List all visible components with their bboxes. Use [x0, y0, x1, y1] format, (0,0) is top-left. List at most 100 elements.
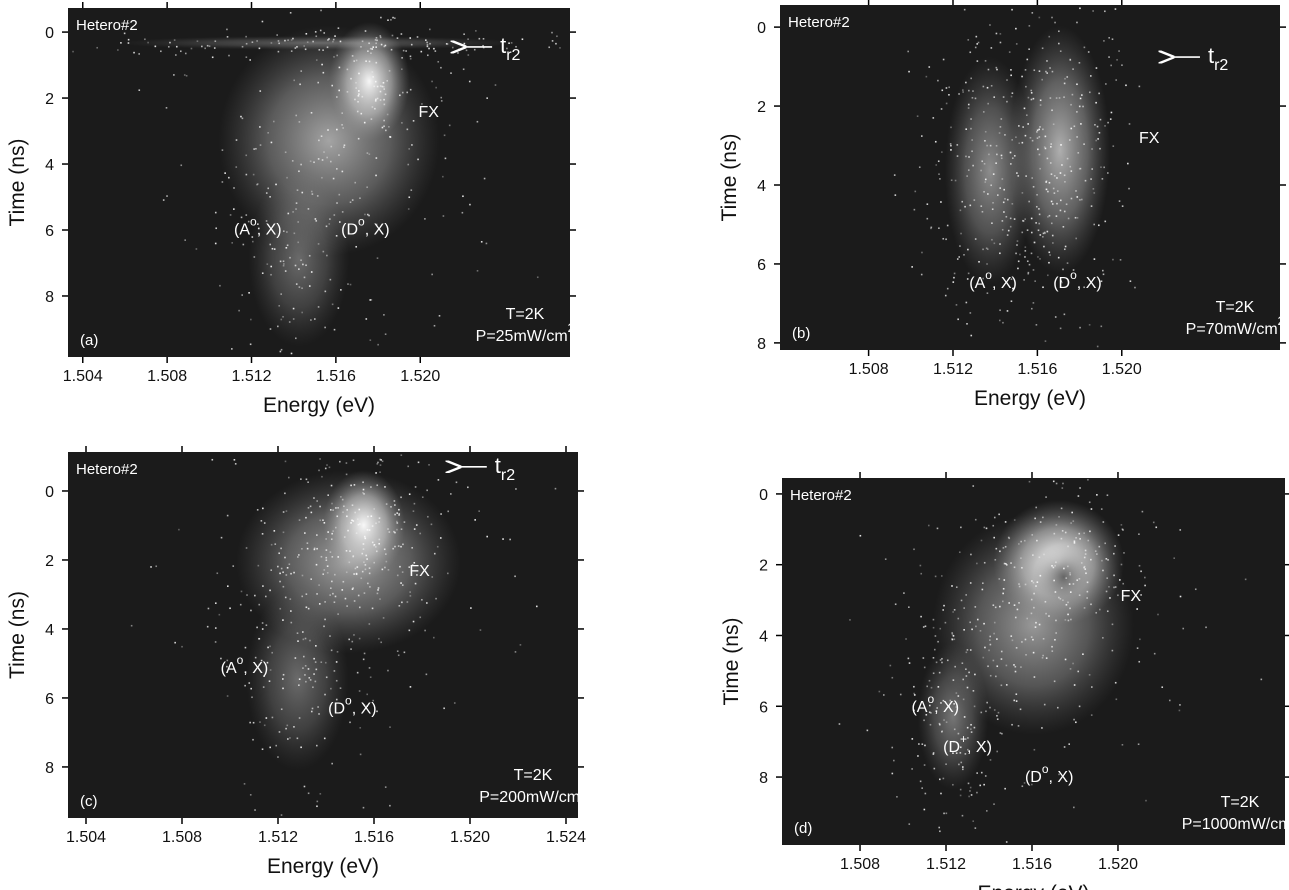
noise-dot	[338, 154, 340, 156]
noise-dot	[1071, 93, 1074, 96]
noise-dot	[442, 215, 445, 217]
noise-dot	[396, 574, 399, 577]
noise-dot	[368, 567, 371, 569]
text-part: FX	[418, 104, 439, 121]
noise-dot	[974, 606, 977, 608]
noise-dot	[920, 572, 923, 575]
noise-dot	[381, 126, 384, 129]
noise-dot	[435, 86, 437, 89]
noise-dot	[267, 131, 269, 134]
noise-dot	[353, 600, 356, 602]
noise-dot	[1011, 639, 1014, 642]
noise-dot	[999, 243, 1001, 245]
noise-dot	[396, 520, 398, 523]
noise-dot	[257, 223, 259, 225]
noise-dot	[967, 272, 970, 275]
noise-dot	[1173, 557, 1176, 559]
noise-dot	[1178, 709, 1181, 712]
text-part: (D	[1053, 275, 1070, 292]
noise-dot	[1069, 668, 1072, 670]
y-tick-label: 4	[45, 622, 54, 639]
noise-dot	[1045, 188, 1048, 191]
noise-dot	[201, 45, 203, 48]
noise-dot	[1033, 241, 1036, 244]
noise-dot	[1016, 244, 1018, 246]
noise-dot	[1083, 556, 1086, 559]
noise-dot	[983, 783, 985, 786]
noise-dot	[361, 552, 364, 555]
noise-dot	[373, 543, 376, 546]
noise-dot	[1116, 59, 1118, 61]
noise-dot	[1101, 559, 1103, 562]
noise-dot	[1030, 598, 1033, 601]
noise-dot	[363, 535, 366, 538]
noise-dot	[977, 41, 980, 44]
y-tick-label: 8	[45, 289, 54, 306]
noise-dot	[298, 121, 301, 123]
noise-dot	[1024, 638, 1027, 641]
text-part: P=25mW/cm	[476, 328, 568, 345]
noise-dot	[1018, 543, 1020, 545]
noise-dot	[937, 160, 940, 163]
noise-dot	[1088, 674, 1091, 676]
noise-dot	[1041, 47, 1044, 50]
noise-dot	[942, 609, 944, 611]
x-tick-label: 1.516	[1017, 361, 1057, 378]
noise-dot	[383, 548, 386, 551]
noise-dot	[1063, 96, 1065, 98]
noise-dot	[1048, 261, 1050, 264]
noise-dot	[1072, 520, 1075, 522]
noise-dot	[195, 248, 198, 250]
noise-dot	[310, 190, 313, 193]
noise-dot	[384, 333, 387, 336]
noise-dot	[467, 486, 469, 489]
noise-dot	[967, 737, 969, 739]
noise-dot	[319, 519, 322, 522]
noise-dot	[1001, 178, 1004, 180]
noise-dot	[1070, 127, 1073, 130]
noise-dot	[269, 669, 272, 671]
noise-dot	[939, 778, 941, 781]
noise-dot	[327, 494, 330, 496]
noise-dot	[386, 113, 389, 116]
noise-dot	[986, 86, 989, 89]
noise-dot	[987, 102, 989, 105]
noise-dot	[226, 659, 229, 662]
noise-dot	[1260, 678, 1263, 681]
noise-dot	[294, 47, 297, 49]
x-tick-label: 1.524	[546, 829, 586, 846]
noise-dot	[1077, 670, 1080, 673]
noise-dot	[1120, 524, 1123, 526]
noise-dot	[932, 753, 935, 755]
noise-dot	[357, 95, 360, 97]
noise-dot	[301, 548, 303, 550]
noise-dot	[401, 601, 403, 604]
noise-dot	[1051, 70, 1054, 73]
noise-dot	[882, 694, 885, 696]
noise-dot	[290, 610, 292, 612]
x-tick-label: 1.512	[231, 368, 271, 385]
noise-dot	[355, 81, 357, 84]
noise-dot	[381, 460, 384, 463]
noise-dot	[214, 602, 217, 605]
noise-dot	[1090, 508, 1093, 510]
noise-dot	[1011, 157, 1014, 159]
noise-dot	[308, 285, 311, 287]
noise-dot	[1067, 613, 1069, 616]
noise-dot	[332, 40, 334, 43]
noise-dot	[184, 52, 187, 55]
noise-dot	[374, 100, 377, 102]
noise-dot	[206, 625, 209, 628]
noise-dot	[555, 42, 557, 45]
noise-dot	[379, 464, 382, 466]
noise-dot	[1061, 530, 1064, 532]
noise-dot	[365, 318, 368, 320]
noise-dot	[298, 678, 301, 680]
noise-dot	[1042, 286, 1044, 289]
noise-dot	[1050, 200, 1053, 203]
noise-dot	[303, 276, 306, 279]
noise-dot	[413, 528, 416, 530]
noise-dot	[305, 32, 308, 35]
noise-dot	[1045, 496, 1047, 498]
noise-dot	[400, 454, 403, 456]
